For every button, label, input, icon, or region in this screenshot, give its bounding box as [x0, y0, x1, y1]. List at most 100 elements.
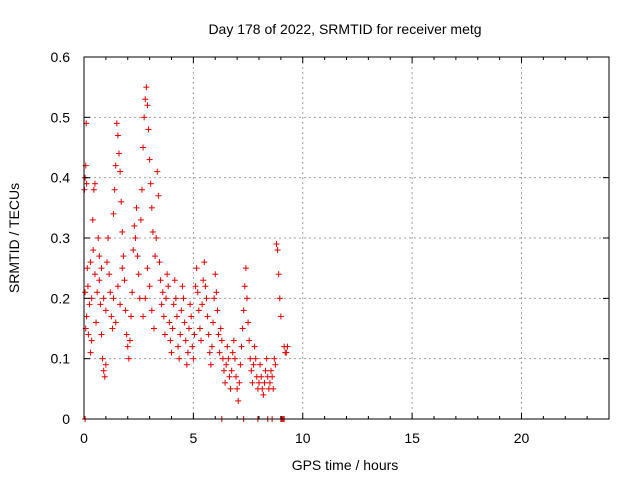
y-axis-label: SRMTID / TECUs — [6, 183, 22, 293]
data-point — [140, 313, 147, 320]
x-tick-label: 10 — [295, 430, 311, 446]
data-point — [148, 204, 155, 211]
x-tick-label: 5 — [189, 430, 197, 446]
data-point — [146, 156, 153, 163]
data-point — [129, 289, 136, 296]
data-point — [114, 283, 121, 290]
data-point — [193, 265, 200, 272]
x-tick-label: 20 — [514, 430, 530, 446]
data-point — [100, 295, 107, 302]
data-point — [134, 253, 141, 260]
data-point — [144, 102, 151, 109]
data-point — [143, 84, 150, 91]
data-point — [213, 289, 220, 296]
data-point — [176, 355, 183, 362]
data-point — [131, 222, 138, 229]
data-point — [204, 313, 211, 320]
data-point — [277, 313, 284, 320]
data-point — [155, 192, 162, 199]
data-point — [276, 295, 283, 302]
data-point — [190, 355, 197, 362]
data-point — [273, 241, 280, 248]
data-point — [125, 355, 132, 362]
data-point — [117, 301, 124, 308]
data-point — [126, 337, 133, 344]
data-point — [114, 132, 121, 139]
data-point — [100, 367, 107, 374]
data-point — [233, 373, 240, 380]
data-point — [200, 277, 207, 284]
data-point — [136, 295, 143, 302]
data-point — [169, 325, 176, 332]
data-point — [266, 379, 273, 386]
data-point — [95, 235, 102, 241]
data-point — [262, 367, 269, 374]
data-point — [108, 313, 115, 320]
data-point — [208, 343, 215, 350]
data-point — [142, 295, 149, 302]
data-point — [187, 301, 194, 308]
data-point — [241, 283, 248, 290]
data-point — [128, 313, 135, 320]
data-point — [260, 391, 267, 398]
data-point — [148, 307, 155, 314]
data-point — [103, 259, 110, 266]
data-point — [123, 331, 130, 338]
data-point — [206, 349, 213, 356]
x-tick-label: 0 — [80, 430, 88, 446]
data-point — [87, 349, 94, 356]
data-point — [234, 385, 241, 392]
data-point — [105, 235, 112, 241]
data-point — [152, 253, 159, 260]
data-point — [235, 397, 242, 404]
data-point — [238, 343, 245, 350]
data-point — [250, 361, 257, 368]
data-point — [97, 301, 104, 308]
data-point — [240, 307, 247, 314]
data-point — [252, 355, 259, 362]
data-point — [91, 271, 98, 278]
data-point — [112, 319, 119, 326]
data-point — [258, 373, 265, 380]
data-point — [149, 228, 156, 235]
data-point — [251, 343, 258, 350]
x-axis-label: GPS time / hours — [292, 457, 399, 473]
y-tick-label: 0.4 — [51, 170, 71, 186]
data-point — [86, 301, 93, 308]
data-point — [96, 277, 103, 284]
data-point — [214, 307, 221, 314]
data-point — [191, 331, 198, 338]
data-point — [153, 235, 160, 241]
data-point — [246, 337, 253, 344]
data-point — [120, 253, 127, 260]
data-point — [91, 180, 98, 187]
y-tick-label: 0 — [62, 411, 70, 427]
data-point — [83, 180, 90, 187]
data-point — [247, 355, 254, 362]
data-point — [188, 313, 195, 320]
data-point — [275, 271, 282, 278]
data-point — [88, 337, 95, 344]
data-point — [259, 385, 266, 392]
data-point — [118, 198, 125, 205]
data-point — [171, 277, 178, 284]
data-point — [99, 355, 106, 362]
data-point — [172, 295, 179, 302]
data-point — [90, 247, 97, 254]
y-tick-label: 0.2 — [51, 290, 71, 306]
grid — [84, 57, 609, 419]
data-point — [82, 289, 89, 296]
data-point — [196, 325, 203, 332]
data-point — [119, 228, 126, 235]
data-point — [113, 120, 120, 127]
y-tick-label: 0.3 — [51, 230, 71, 246]
data-point — [219, 355, 226, 362]
data-point — [242, 265, 249, 272]
data-point — [112, 162, 119, 169]
data-point — [218, 337, 225, 344]
data-point — [102, 307, 109, 314]
data-point — [110, 295, 117, 302]
data-point — [109, 325, 116, 332]
data-point — [178, 307, 185, 314]
